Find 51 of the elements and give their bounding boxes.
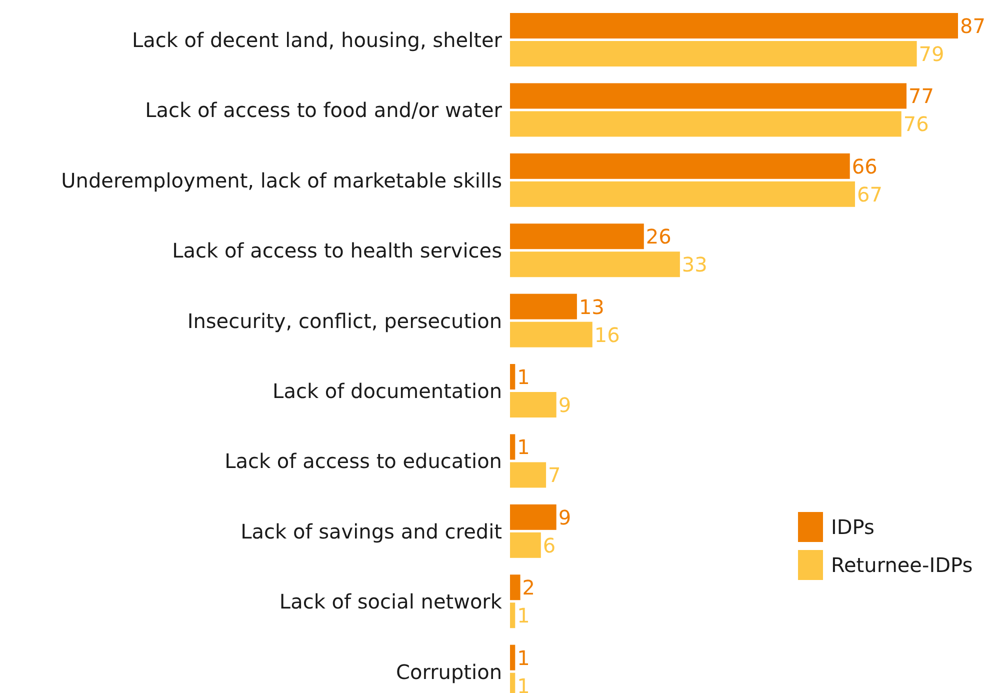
data-label: 6 bbox=[542, 533, 556, 558]
data-label: 7 bbox=[548, 463, 561, 488]
y-tick-label: Underemployment, lack of marketable skills bbox=[61, 168, 502, 192]
data-label: 1 bbox=[517, 674, 530, 693]
data-label: 1 bbox=[517, 646, 530, 670]
legend-label: Returnee-IDPs bbox=[831, 553, 973, 578]
data-label: 76 bbox=[903, 112, 929, 136]
y-tick-label: Lack of access to health services bbox=[172, 238, 502, 263]
bar bbox=[510, 644, 516, 670]
bar bbox=[510, 532, 541, 558]
bar bbox=[510, 13, 958, 38]
data-label: 13 bbox=[578, 294, 604, 319]
data-label: 79 bbox=[918, 42, 944, 66]
y-tick-label: Lack of decent land, housing, shelter bbox=[132, 28, 503, 52]
y-tick-label: Lack of savings and credit bbox=[240, 519, 502, 544]
data-label: 1 bbox=[517, 604, 530, 628]
y-tick-label: Corruption bbox=[396, 660, 502, 684]
data-label: 87 bbox=[960, 14, 986, 38]
bar bbox=[510, 181, 856, 207]
data-label: 9 bbox=[558, 392, 572, 417]
bar bbox=[510, 83, 907, 109]
y-tick-label: Lack of access to food and/or water bbox=[145, 98, 503, 122]
bar bbox=[510, 322, 592, 348]
data-label: 26 bbox=[646, 224, 672, 249]
data-label: 33 bbox=[682, 252, 708, 277]
bar bbox=[510, 462, 546, 488]
data-label: 1 bbox=[517, 435, 530, 460]
bar bbox=[510, 364, 516, 390]
data-label: 67 bbox=[857, 182, 882, 206]
legend-label: IDPs bbox=[831, 515, 874, 540]
y-tick-label: Lack of documentation bbox=[272, 378, 502, 403]
data-label: 16 bbox=[594, 322, 620, 347]
bar bbox=[510, 153, 850, 179]
data-label: 2 bbox=[522, 576, 536, 600]
y-tick-label: Lack of social network bbox=[279, 590, 502, 614]
bar bbox=[510, 294, 577, 320]
data-label: 9 bbox=[558, 505, 572, 530]
data-label: 77 bbox=[908, 84, 934, 108]
bar bbox=[510, 41, 917, 66]
y-tick-label: Insecurity, conflict, persecution bbox=[187, 308, 502, 333]
y-tick-label: Lack of access to education bbox=[224, 449, 502, 474]
bar bbox=[510, 252, 680, 278]
data-label: 1 bbox=[517, 364, 530, 389]
data-label: 66 bbox=[852, 154, 878, 178]
bar bbox=[510, 111, 902, 137]
bar bbox=[510, 574, 520, 600]
bar bbox=[510, 504, 556, 530]
bar bbox=[510, 392, 556, 418]
bar bbox=[510, 224, 644, 250]
bar bbox=[510, 434, 516, 460]
bar bbox=[510, 602, 516, 628]
